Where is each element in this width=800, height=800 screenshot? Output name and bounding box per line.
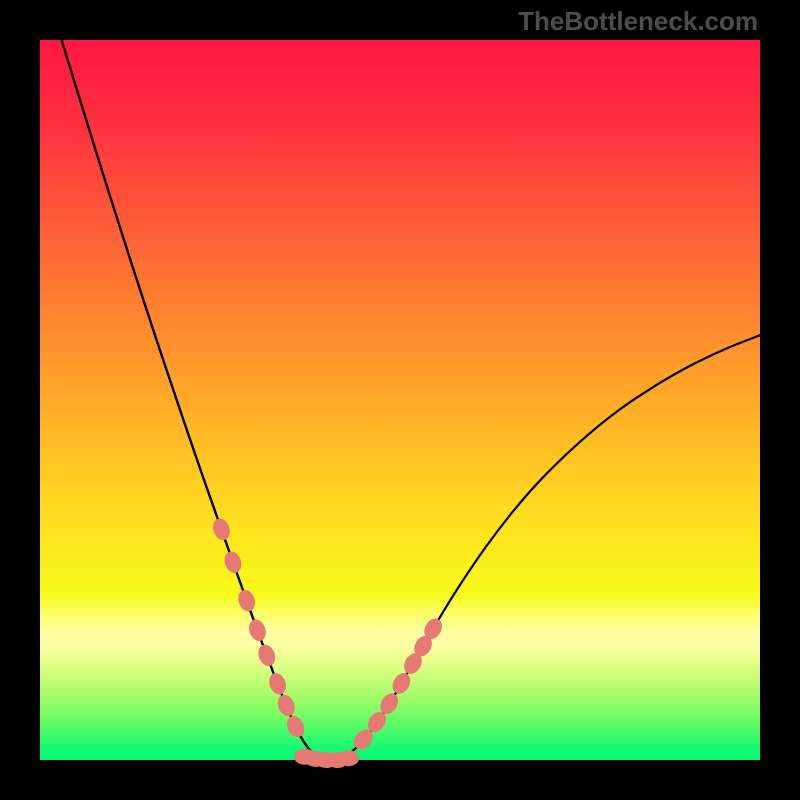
- curve-marker: [389, 670, 414, 697]
- curve-marker: [246, 617, 269, 643]
- curve-marker: [255, 642, 278, 668]
- curve-marker: [284, 713, 308, 740]
- curve-marker: [275, 692, 298, 718]
- curve-marker: [210, 516, 232, 542]
- watermark-text: TheBottleneck.com: [518, 6, 758, 37]
- curve-marker: [222, 549, 244, 575]
- chart-overlay: [40, 40, 760, 760]
- curve-marker: [235, 588, 257, 614]
- curve-marker: [337, 750, 359, 766]
- plot-area: [40, 40, 760, 760]
- curve-marker: [266, 671, 289, 697]
- curve-left: [62, 40, 325, 760]
- marker-group: [210, 516, 445, 768]
- curve-group: [62, 40, 760, 760]
